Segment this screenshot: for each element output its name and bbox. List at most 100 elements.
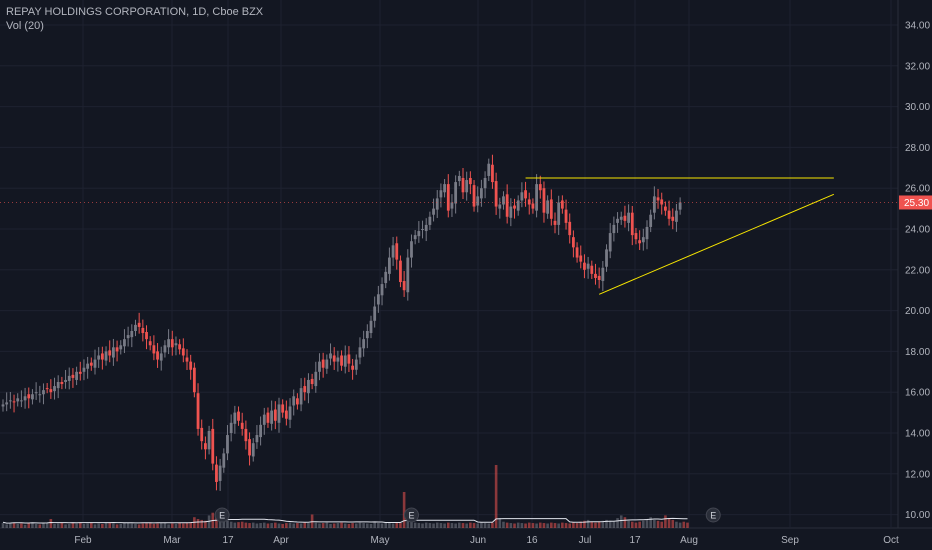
candle-body: [564, 209, 568, 223]
candle-body: [277, 404, 281, 423]
volume-bar: [303, 522, 307, 528]
volume-bar: [601, 520, 605, 528]
candle-body: [605, 249, 608, 267]
candle-body: [226, 435, 229, 454]
volume-bar: [377, 523, 380, 528]
x-tick-label: Mar: [163, 535, 181, 546]
volume-bar: [321, 523, 325, 528]
candle-body: [472, 185, 476, 207]
volume-bar: [424, 522, 428, 528]
y-tick-label: 28.00: [905, 143, 930, 154]
volume-ma-line: [2, 517, 688, 524]
candle-body: [461, 178, 465, 193]
candle-body: [358, 347, 362, 358]
volume-bar: [281, 523, 284, 528]
volume-bar: [27, 523, 31, 528]
volume-bar: [388, 523, 391, 528]
volume-bar: [178, 523, 181, 528]
candle-body: [542, 188, 546, 213]
x-tick-label: Jun: [470, 535, 486, 546]
earnings-marker-label: E: [219, 511, 225, 521]
candle-body: [630, 212, 634, 236]
volume-bar: [538, 522, 542, 528]
volume-bar: [649, 517, 652, 528]
candle-body: [601, 267, 605, 282]
volume-bar: [23, 524, 27, 528]
volume-bar: [152, 523, 156, 528]
y-tick-label: 14.00: [905, 429, 930, 440]
volume-bar: [292, 523, 296, 528]
volume-bar: [483, 523, 487, 528]
candle-body: [89, 362, 93, 366]
volume-bar: [329, 523, 332, 528]
candle-body: [156, 351, 159, 360]
candle-body: [270, 410, 274, 424]
candle-body: [623, 215, 627, 221]
candle-body: [546, 200, 550, 214]
candle-body: [365, 331, 369, 339]
volume-bar: [362, 523, 365, 528]
candle-body: [215, 464, 218, 482]
candle-body: [502, 196, 505, 205]
candle-body: [560, 200, 564, 209]
volume-bar: [163, 522, 167, 528]
candle-body: [413, 235, 417, 240]
candle-body: [189, 361, 193, 370]
volume-bar: [630, 521, 634, 528]
x-tick-label: 16: [526, 535, 538, 546]
volume-bar: [561, 522, 564, 528]
volume-bar: [605, 519, 608, 528]
volume-bar: [454, 523, 457, 528]
candle-body: [273, 409, 277, 421]
volume-bar: [75, 523, 78, 528]
volume-bar: [395, 522, 399, 528]
volume-bar: [67, 523, 71, 528]
candle-body: [432, 208, 435, 215]
candle-body: [112, 347, 115, 358]
candle-body: [347, 354, 351, 364]
earnings-marker[interactable]: [403, 507, 419, 523]
candle-body: [612, 224, 616, 234]
volume-bar: [410, 521, 413, 528]
volume-bar: [627, 520, 630, 528]
candle-body: [450, 202, 454, 209]
candle-body: [340, 355, 343, 366]
volume-bar: [509, 523, 513, 528]
candle-body: [494, 181, 498, 207]
symbol-title[interactable]: REPAY HOLDINGS CORPORATION, 1D, Cboe BZX: [6, 6, 264, 18]
volume-bar: [461, 523, 465, 528]
volume-bar: [97, 523, 100, 528]
volume-bar: [645, 519, 649, 528]
candle-body: [167, 339, 170, 348]
earnings-marker[interactable]: [705, 507, 721, 523]
volume-bar: [686, 522, 689, 528]
candle-body: [376, 294, 380, 305]
volume-bar: [557, 523, 560, 528]
volume-bar: [505, 522, 509, 528]
volume-bar: [325, 522, 329, 528]
volume-bar: [274, 522, 277, 528]
volume-bar: [336, 523, 340, 528]
volume-bar: [675, 521, 678, 528]
candle-body: [130, 331, 134, 338]
candle-body: [251, 443, 255, 457]
volume-bar: [553, 523, 557, 528]
x-tick-label: May: [371, 535, 390, 546]
y-tick-label: 10.00: [905, 510, 930, 521]
volume-bar: [204, 520, 207, 528]
volume-bar: [332, 523, 336, 528]
candle-body: [200, 427, 204, 442]
candle-body: [483, 178, 487, 189]
candle-body: [468, 178, 472, 185]
candle-body: [678, 202, 682, 210]
trendline[interactable]: [598, 193, 835, 295]
candle-body: [56, 382, 60, 389]
earnings-marker[interactable]: [214, 507, 230, 523]
volume-bar: [112, 523, 115, 528]
candle-body: [64, 379, 67, 382]
candle-body: [579, 255, 583, 262]
volume-indicator-label[interactable]: Vol (20): [6, 20, 44, 32]
volume-bar: [608, 520, 612, 528]
candle-body: [31, 394, 34, 400]
